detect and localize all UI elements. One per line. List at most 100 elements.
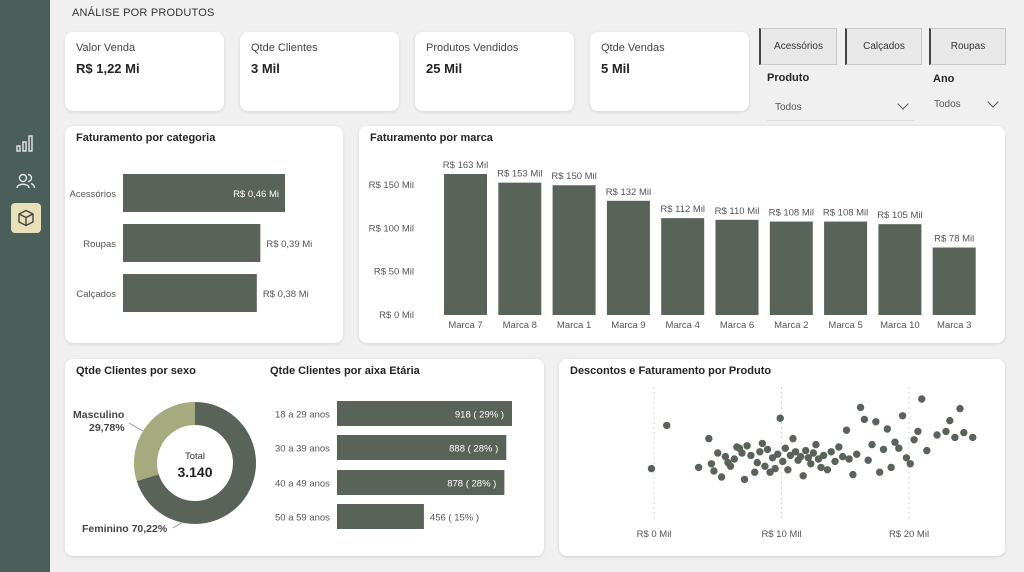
scatter-point[interactable] <box>864 456 872 464</box>
scatter-point[interactable] <box>898 412 907 420</box>
scatter-point[interactable] <box>710 467 718 475</box>
scatter-point[interactable] <box>812 440 820 449</box>
scatter-point[interactable] <box>902 454 911 462</box>
marca-bar[interactable] <box>824 221 868 315</box>
category-bar[interactable] <box>123 274 257 312</box>
scatter-point[interactable] <box>842 426 851 434</box>
scatter-point[interactable] <box>771 464 779 473</box>
donut-slice[interactable] <box>136 402 256 524</box>
scatter-point[interactable] <box>740 475 749 484</box>
slicer-button-acessorios[interactable]: Acessórios <box>759 28 837 65</box>
scatter-point[interactable] <box>879 445 888 454</box>
scatter-point[interactable] <box>960 428 968 437</box>
scatter-point[interactable] <box>839 452 847 461</box>
nav-overview[interactable] <box>11 128 41 158</box>
scatter-point[interactable] <box>707 460 716 468</box>
scatter-point[interactable] <box>956 404 964 413</box>
marca-bar[interactable] <box>878 224 922 315</box>
scatter-point[interactable] <box>895 444 903 452</box>
scatter-point[interactable] <box>751 468 759 476</box>
age-bar[interactable] <box>337 401 512 426</box>
scatter-point[interactable] <box>910 436 918 444</box>
scatter-point[interactable] <box>849 470 857 479</box>
scatter-point[interactable] <box>796 452 805 461</box>
scatter-point[interactable] <box>891 438 899 446</box>
scatter-point[interactable] <box>823 466 832 474</box>
scatter-point[interactable] <box>819 451 828 460</box>
scatter-point[interactable] <box>923 446 931 455</box>
age-bar[interactable] <box>337 435 507 460</box>
scatter-point[interactable] <box>887 463 895 472</box>
scatter-point[interactable] <box>951 433 959 442</box>
scatter-point[interactable] <box>827 448 835 456</box>
scatter-point[interactable] <box>875 468 884 476</box>
scatter-point[interactable] <box>918 395 926 403</box>
slicer-button-calcados[interactable]: Calçados <box>845 28 922 65</box>
scatter-point[interactable] <box>761 462 769 470</box>
scatter-point[interactable] <box>969 433 977 442</box>
scatter-point[interactable] <box>779 457 787 466</box>
scatter-point[interactable] <box>946 416 954 425</box>
scatter-point[interactable] <box>872 418 880 426</box>
scatter-point[interactable] <box>756 448 764 456</box>
scatter-point[interactable] <box>914 427 922 436</box>
scatter-point[interactable] <box>933 431 941 439</box>
scatter-point[interactable] <box>714 449 722 457</box>
scatter-point[interactable] <box>730 455 739 463</box>
scatter-point[interactable] <box>753 458 761 467</box>
scatter-point[interactable] <box>804 454 812 462</box>
donut-slice[interactable] <box>134 402 195 482</box>
scatter-point[interactable] <box>758 439 767 448</box>
scatter-point[interactable] <box>853 450 861 458</box>
produto-dropdown[interactable]: Todos <box>767 93 915 121</box>
scatter-point[interactable] <box>856 403 865 412</box>
scatter-point[interactable] <box>647 464 656 473</box>
scatter-point[interactable] <box>663 421 671 430</box>
marca-bar[interactable] <box>769 221 813 315</box>
scatter-point[interactable] <box>802 446 810 455</box>
scatter-point[interactable] <box>860 415 869 424</box>
scatter-point[interactable] <box>781 444 790 452</box>
scatter-point[interactable] <box>747 451 755 460</box>
scatter-point[interactable] <box>743 442 751 450</box>
scatter-point[interactable] <box>817 463 825 472</box>
ano-dropdown[interactable]: Todos <box>930 93 1004 119</box>
bar-value-label: R$ 153 Mil <box>497 169 542 180</box>
scatter-point[interactable] <box>717 473 726 481</box>
scatter-point[interactable] <box>906 460 914 468</box>
marca-bar[interactable] <box>606 200 650 315</box>
scatter-point[interactable] <box>809 449 818 457</box>
scatter-point[interactable] <box>791 448 800 456</box>
scatter-point[interactable] <box>705 434 713 443</box>
category-bar[interactable] <box>123 224 261 262</box>
scatter-point[interactable] <box>721 452 730 461</box>
scatter-point[interactable] <box>831 457 839 466</box>
scatter-point[interactable] <box>784 466 792 474</box>
category-bar[interactable] <box>123 174 285 212</box>
marca-bar[interactable] <box>661 218 705 315</box>
scatter-point[interactable] <box>789 434 797 443</box>
slicer-button-roupas[interactable]: Roupas <box>929 28 1006 65</box>
scatter-point[interactable] <box>726 462 735 470</box>
marca-bar[interactable] <box>552 185 596 315</box>
marca-bar[interactable] <box>498 182 542 315</box>
scatter-point[interactable] <box>942 427 950 436</box>
age-bar[interactable] <box>337 504 424 529</box>
marca-bar[interactable] <box>444 174 487 315</box>
scatter-point[interactable] <box>883 425 892 433</box>
scatter-point[interactable] <box>694 463 703 472</box>
scatter-point[interactable] <box>835 443 843 451</box>
scatter-point[interactable] <box>763 445 772 454</box>
scatter-point[interactable] <box>776 414 784 422</box>
marca-bar[interactable] <box>932 247 976 315</box>
nav-clientes[interactable] <box>11 166 41 196</box>
age-bar[interactable] <box>337 470 505 495</box>
scatter-point[interactable] <box>738 449 746 457</box>
scatter-point[interactable] <box>773 450 782 458</box>
marca-bar[interactable] <box>715 219 759 315</box>
scatter-point[interactable] <box>799 472 807 480</box>
scatter-point[interactable] <box>845 455 853 463</box>
scatter-point[interactable] <box>868 440 876 449</box>
scatter-point[interactable] <box>807 460 815 468</box>
nav-produtos[interactable] <box>11 203 41 233</box>
